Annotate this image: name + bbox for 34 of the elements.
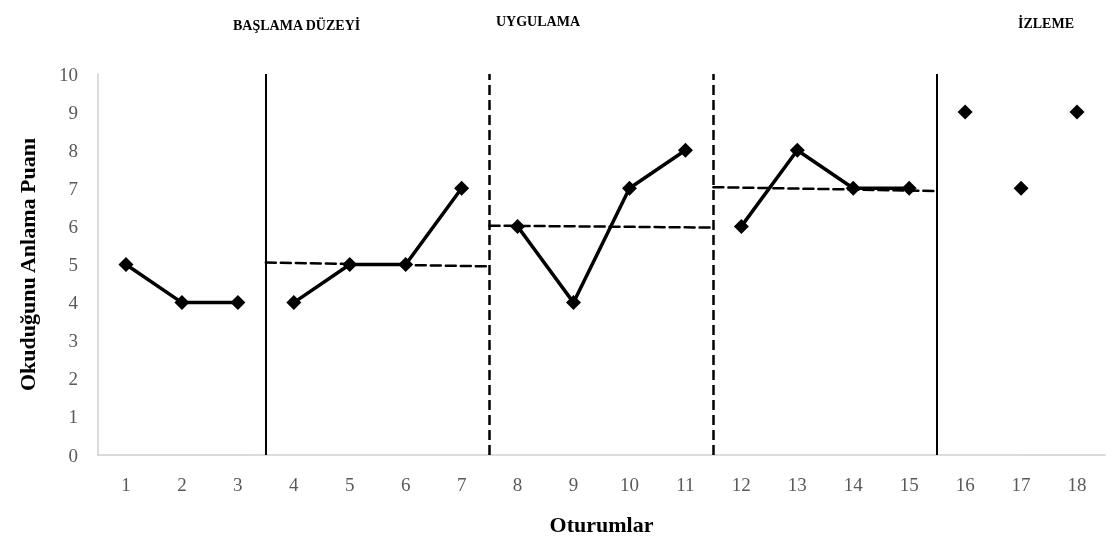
x-tick-label: 3 [233, 474, 243, 495]
y-tick-label: 4 [68, 292, 79, 314]
y-tick-label: 10 [59, 63, 78, 85]
x-tick-label: 18 [1067, 474, 1087, 495]
y-tick-label: 8 [68, 139, 78, 161]
x-tick-label: 2 [177, 474, 187, 495]
x-tick-label: 16 [955, 474, 975, 495]
text: İZLEME [1018, 14, 1075, 31]
y-tick-label: 5 [68, 254, 78, 275]
y-tick-label: 2 [68, 368, 78, 390]
y-tick-label: 3 [68, 330, 78, 352]
y-axis-title: Okuduğunu Anlama Puanı [14, 137, 40, 392]
y-tick-label: 9 [68, 101, 78, 123]
text: BAŞLAMA DÜZEYİ [233, 16, 361, 33]
x-axis-title: Oturumlar [549, 511, 654, 537]
y-tick-label: 7 [68, 177, 78, 199]
x-tick-label: 17 [1011, 474, 1031, 495]
y-tick-label: 6 [68, 215, 78, 237]
x-tick-label: 12 [731, 474, 751, 495]
x-tick-label: 8 [512, 474, 523, 495]
y-tick-label: 1 [68, 406, 78, 428]
y-tick-label: 0 [68, 444, 78, 466]
x-tick-label: 1 [121, 474, 131, 495]
x-tick-label: 15 [899, 474, 919, 495]
text: UYGULAMA [496, 13, 581, 29]
x-tick-label: 14 [843, 474, 864, 495]
x-tick-label: 5 [345, 474, 355, 495]
x-tick-label: 13 [787, 474, 807, 495]
x-tick-label: 4 [289, 474, 300, 495]
x-tick-label: 10 [619, 474, 639, 495]
x-tick-label: 6 [400, 474, 411, 495]
x-tick-label: 11 [676, 474, 695, 495]
x-tick-label: 7 [456, 474, 467, 495]
x-tick-label: 9 [568, 474, 579, 495]
